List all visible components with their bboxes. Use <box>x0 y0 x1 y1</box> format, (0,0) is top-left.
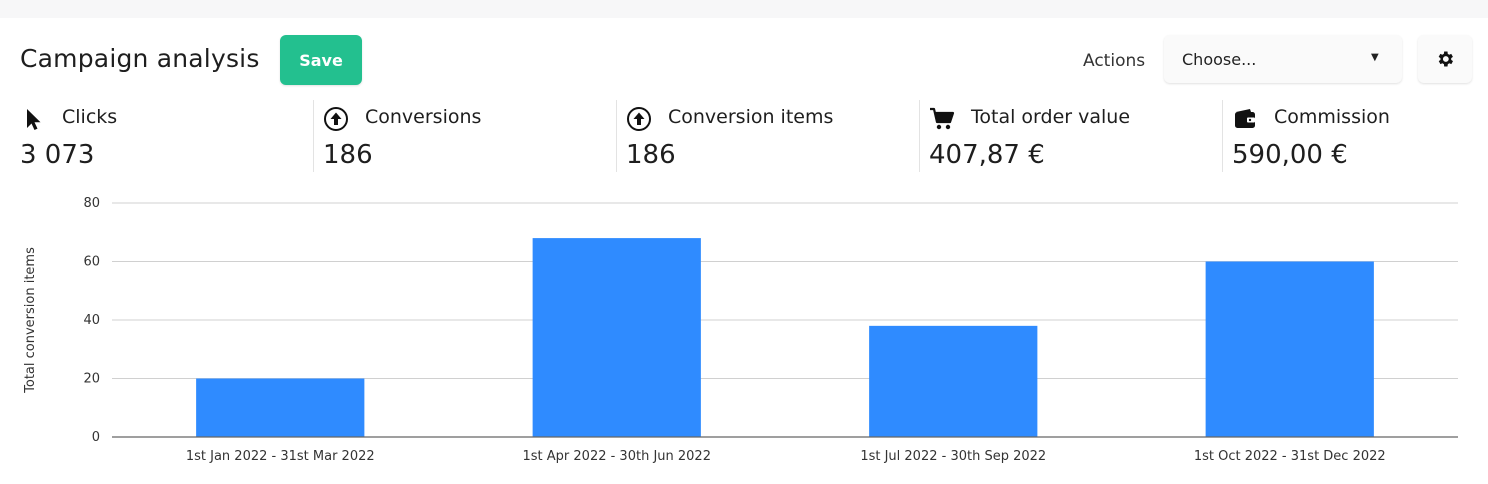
metric-label: Conversion items <box>668 106 834 128</box>
x-tick-label: 1st Jul 2022 - 30th Sep 2022 <box>860 449 1046 464</box>
metric-value: 3 073 <box>20 140 95 170</box>
settings-button[interactable] <box>1418 35 1472 83</box>
bar <box>1205 261 1374 437</box>
header: Campaign analysis Save Actions Choose...… <box>0 18 1488 98</box>
actions-select[interactable]: Choose... ▼ <box>1164 35 1402 83</box>
caret-down-icon: ▼ <box>1371 52 1379 63</box>
metrics-row: Clicks 3 073 Conversions 186 Conversion … <box>0 100 1488 174</box>
y-tick-label: 0 <box>92 430 100 445</box>
metric-value: 590,00 € <box>1232 140 1348 170</box>
metric-label: Conversions <box>365 106 482 128</box>
metric-value: 186 <box>626 140 676 170</box>
metric-label: Commission <box>1274 106 1390 128</box>
divider <box>919 100 920 172</box>
x-tick-label: 1st Jan 2022 - 31st Mar 2022 <box>186 449 375 464</box>
actions-label: Actions <box>1083 51 1146 71</box>
actions-select-value: Choose... <box>1182 50 1257 69</box>
y-axis-label: Total conversion items <box>23 247 38 394</box>
metric-clicks: Clicks 3 073 <box>20 100 320 174</box>
y-tick-label: 60 <box>83 255 100 270</box>
page-title: Campaign analysis <box>20 44 260 73</box>
wallet-icon <box>1235 109 1255 128</box>
divider <box>313 100 314 172</box>
cursor-icon <box>27 109 41 130</box>
x-tick-label: 1st Apr 2022 - 30th Jun 2022 <box>523 449 711 464</box>
bar <box>869 325 1038 437</box>
y-tick-label: 80 <box>83 196 100 211</box>
metric-label: Total order value <box>971 106 1131 128</box>
metric-commission: Commission 590,00 € <box>1222 100 1488 174</box>
arrow-up-circle-icon <box>627 107 651 131</box>
metric-conversions: Conversions 186 <box>313 100 623 174</box>
x-tick-label: 1st Oct 2022 - 31st Dec 2022 <box>1194 449 1386 464</box>
metric-label: Clicks <box>62 106 118 128</box>
save-button[interactable]: Save <box>280 35 362 85</box>
divider <box>616 100 617 172</box>
arrow-up-circle-icon <box>324 107 348 131</box>
bar-chart: 0 20 40 60 80 1st Jan 2022 - 31st Mar 2022 1st… <box>23 196 1458 464</box>
top-strip <box>0 0 1488 18</box>
gear-icon <box>1438 51 1453 67</box>
bar <box>196 378 365 437</box>
metric-value: 407,87 € <box>929 140 1045 170</box>
bar <box>532 238 701 437</box>
metric-value: 186 <box>323 140 373 170</box>
y-tick-label: 20 <box>83 372 100 387</box>
cart-icon <box>930 107 955 130</box>
metric-total-order-value: Total order value 407,87 € <box>919 100 1229 174</box>
y-tick-label: 40 <box>83 313 100 328</box>
divider <box>1222 100 1223 172</box>
metric-conversion-items: Conversion items 186 <box>616 100 926 174</box>
